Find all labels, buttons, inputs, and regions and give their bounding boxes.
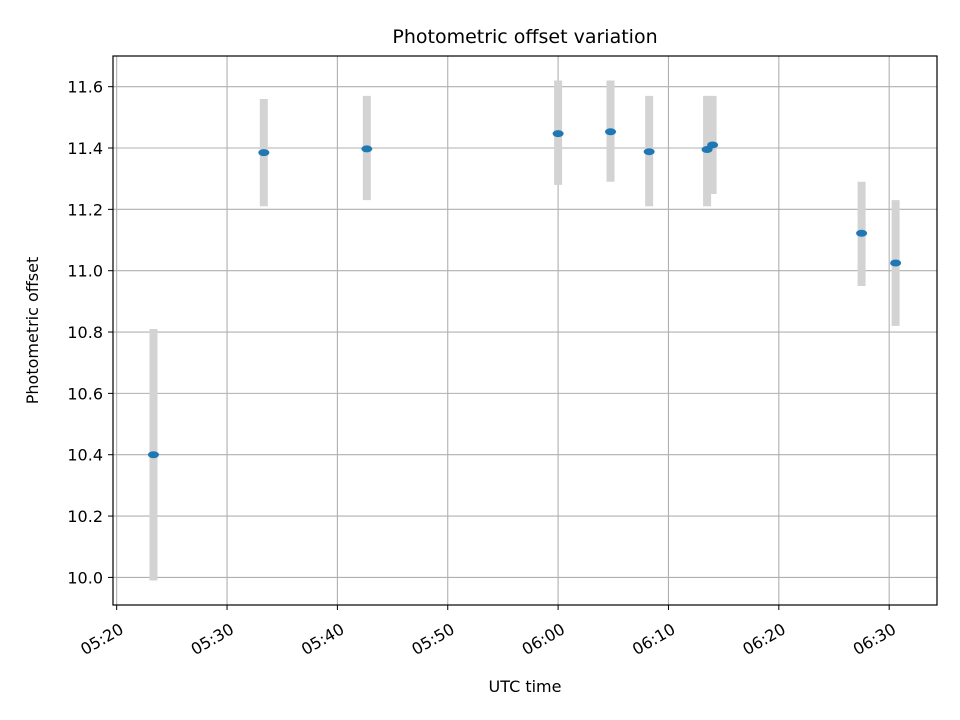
y-tick-label: 10.4	[67, 446, 103, 465]
y-tick-label: 11.4	[67, 139, 103, 158]
y-tick-label: 11.6	[67, 78, 103, 97]
y-tick-label: 11.2	[67, 200, 103, 219]
data-points	[147, 128, 902, 459]
chart-title: Photometric offset variation	[392, 26, 657, 48]
plot-area-frame	[112, 55, 938, 606]
x-tick-label: 06:30	[850, 619, 899, 659]
x-tick-label: 06:00	[519, 619, 568, 659]
grid-lines	[113, 56, 937, 605]
x-tick-label: 06:10	[629, 619, 678, 659]
x-tick-label: 05:40	[298, 619, 347, 659]
y-tick-label: 10.0	[67, 568, 103, 587]
data-point	[361, 145, 373, 153]
x-tick-label: 05:30	[188, 619, 237, 659]
data-point	[552, 130, 564, 138]
y-tick-label: 10.6	[67, 384, 103, 403]
axis-ticks: 10.0 10.2 10.4 10.6 10.8 11.0 11.2 11.4 11.6 05:2…	[67, 78, 899, 659]
x-tick-label: 05:50	[408, 619, 457, 659]
x-axis-title: UTC time	[489, 677, 562, 696]
data-point	[258, 149, 270, 157]
data-point	[856, 229, 868, 237]
y-tick-label: 10.8	[67, 323, 103, 342]
y-tick-label: 10.2	[67, 507, 103, 526]
x-tick-label: 06:20	[739, 619, 788, 659]
y-axis-title: Photometric offset	[23, 257, 42, 405]
x-tick-label: 05:20	[77, 619, 126, 659]
data-point	[890, 259, 902, 267]
data-point	[147, 451, 159, 459]
y-tick-label: 11.0	[67, 262, 103, 281]
data-point	[707, 141, 719, 149]
data-point	[643, 148, 655, 156]
data-point	[605, 128, 617, 136]
